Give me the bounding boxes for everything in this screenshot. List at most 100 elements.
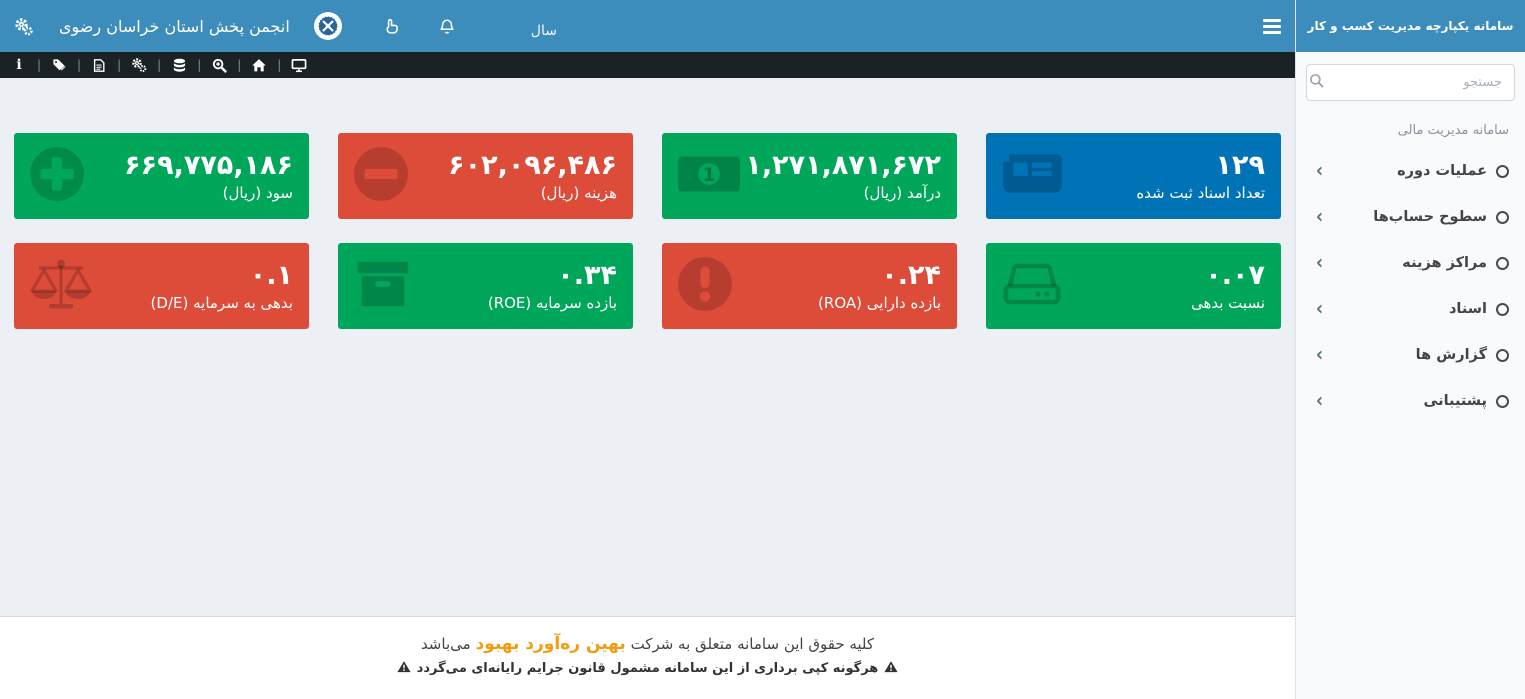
- sidebar-item-label: عملیات دوره: [1397, 163, 1487, 179]
- sidebar-item-label: سطوح حساب‌ها: [1373, 209, 1487, 225]
- stat-card-roa: ۰.۲۴ بازده دارایی (ROA): [662, 243, 957, 329]
- warning-text: هرگونه کپی برداری از این سامانه مشمول قا…: [416, 661, 879, 676]
- card-label: هزینه (ریال): [540, 184, 617, 203]
- cogs-icon[interactable]: [130, 56, 148, 74]
- warning-icon: [884, 660, 898, 677]
- home-icon[interactable]: [250, 56, 268, 74]
- organization-logo-icon: [313, 12, 342, 40]
- card-text: ۰.۲۴ بازده دارایی (ROA): [818, 260, 941, 312]
- archive-icon: [352, 257, 414, 315]
- toolbar-separator: |: [37, 58, 42, 72]
- page-footer: کلیه حقوق این سامانه متعلق به شرکت بهین …: [0, 616, 1295, 699]
- toolbar-separator: |: [117, 58, 122, 72]
- topbar-left-group: انجمن پخش استان خراسان رضوی: [14, 12, 557, 40]
- card-label: بازده سرمایه (ROE): [487, 294, 617, 313]
- card-value: ۰.۲۴: [881, 259, 941, 291]
- copyright-prefix: کلیه حقوق این سامانه متعلق به شرکت: [630, 635, 875, 653]
- sidebar-item-support[interactable]: پشتیبانی ›: [1296, 378, 1525, 424]
- chevron-icon: ›: [1316, 204, 1324, 229]
- topbar: انجمن پخش استان خراسان رضوی: [0, 0, 1295, 52]
- tags-icon[interactable]: [50, 56, 68, 74]
- card-value: ۰.۱: [249, 259, 293, 291]
- toolbar-separator: |: [157, 58, 162, 72]
- sidebar-item-period-operations[interactable]: عملیات دوره ›: [1296, 148, 1525, 194]
- company-name: بهین ره‌آورد بهبود: [475, 634, 626, 654]
- circle-o-icon: [1496, 394, 1509, 408]
- card-label: تعداد اسناد ثبت شده: [1136, 184, 1265, 203]
- sidebar-item-label: گزارش ها: [1415, 347, 1487, 363]
- stat-card-roe: ۰.۳۴ بازده سرمایه (ROE): [338, 243, 633, 329]
- copyright-line: کلیه حقوق این سامانه متعلق به شرکت بهین …: [0, 634, 1295, 654]
- sidebar-item-label: مراکز هزینه: [1402, 255, 1487, 271]
- newspaper-icon: [1000, 148, 1066, 204]
- chevron-icon: ›: [1316, 250, 1324, 275]
- card-value: ۰.۳۴: [557, 259, 617, 291]
- hand-pointer-icon[interactable]: [382, 18, 399, 35]
- minus-circle-icon: [352, 145, 410, 207]
- warning-icon: [397, 660, 411, 677]
- toolbar-separator: |: [277, 58, 282, 72]
- search-icon: [1309, 73, 1324, 92]
- card-value: ۶۰۲,۰۹۶,۴۸۶: [448, 149, 617, 181]
- chevron-icon: ›: [1316, 158, 1324, 183]
- card-text: ۰.۱ بدهی به سرمایه (D/E): [151, 260, 293, 312]
- sidebar-menu: عملیات دوره › سطوح حساب‌ها › مراکز هزینه…: [1296, 148, 1525, 424]
- stat-card-debt-ratio: ۰.۰۷ نسبت بدهی: [986, 243, 1281, 329]
- circle-o-icon: [1496, 348, 1509, 362]
- info-icon[interactable]: i: [10, 56, 28, 74]
- desktop-icon[interactable]: [290, 56, 308, 74]
- stat-card-profit: ۶۶۹,۷۷۵,۱۸۶ سود (ریال): [14, 133, 309, 219]
- card-text: ۶۶۹,۷۷۵,۱۸۶ سود (ریال): [124, 150, 293, 202]
- database-icon[interactable]: [170, 56, 188, 74]
- sidebar-item-reports[interactable]: گزارش ها ›: [1296, 332, 1525, 378]
- sidebar-item-label: اسناد: [1448, 301, 1487, 317]
- sidebar-item-account-levels[interactable]: سطوح حساب‌ها ›: [1296, 194, 1525, 240]
- card-label: نسبت بدهی: [1190, 294, 1265, 313]
- copyright-suffix: می‌باشد: [420, 635, 471, 653]
- sidebar-item-label: پشتیبانی: [1423, 393, 1487, 409]
- search-input[interactable]: [1332, 75, 1502, 90]
- bell-icon[interactable]: [439, 18, 455, 35]
- sidebar-item-cost-centers[interactable]: مراکز هزینه ›: [1296, 240, 1525, 286]
- toolbar-separator: |: [197, 58, 202, 72]
- circle-o-icon: [1496, 164, 1509, 178]
- cogs-icon[interactable]: [14, 17, 33, 36]
- money-bill-icon: 1: [676, 148, 742, 204]
- copy-warning-line: هرگونه کپی برداری از این سامانه مشمول قا…: [0, 660, 1295, 677]
- exclamation-circle-icon: [676, 255, 734, 317]
- card-text: ۶۰۲,۰۹۶,۴۸۶ هزینه (ریال): [448, 150, 617, 202]
- page-title: انجمن پخش استان خراسان رضوی: [59, 16, 290, 36]
- circle-o-icon: [1496, 302, 1509, 316]
- card-label: سود (ریال): [222, 184, 293, 203]
- stat-card-income: ۱,۲۷۱,۸۷۱,۶۷۲ درآمد (ریال) 1: [662, 133, 957, 219]
- toolbar-separator: |: [237, 58, 242, 72]
- stat-card-expense: ۶۰۲,۰۹۶,۴۸۶ هزینه (ریال): [338, 133, 633, 219]
- search-plus-icon[interactable]: [210, 56, 228, 74]
- card-text: ۱,۲۷۱,۸۷۱,۶۷۲ درآمد (ریال): [745, 150, 941, 202]
- card-text: ۰.۰۷ نسبت بدهی: [1191, 260, 1265, 312]
- sidebar-header-title: سامانه یکپارچه مدیریت کسب و کار: [1296, 0, 1525, 52]
- quick-toolbar: i | | |: [0, 52, 1295, 78]
- toolbar-separator: |: [77, 58, 82, 72]
- card-value: ۱,۲۷۱,۸۷۱,۶۷۲: [745, 149, 941, 181]
- chevron-icon: ›: [1316, 296, 1324, 321]
- circle-o-icon: [1496, 256, 1509, 270]
- card-value: ۱۲۹: [1215, 149, 1265, 181]
- sidebar-item-documents[interactable]: اسناد ›: [1296, 286, 1525, 332]
- hamburger-icon[interactable]: [1263, 18, 1281, 34]
- plus-circle-icon: [28, 145, 86, 207]
- sidebar-section-label: سامانه مدیریت مالی: [1397, 123, 1509, 138]
- circle-o-icon: [1496, 210, 1509, 224]
- chevron-icon: ›: [1316, 388, 1324, 413]
- card-label: بدهی به سرمایه (D/E): [150, 294, 293, 313]
- stat-card-documents: ۱۲۹ تعداد اسناد ثبت شده: [986, 133, 1281, 219]
- card-text: ۱۲۹ تعداد اسناد ثبت شده: [1136, 150, 1265, 202]
- dashboard-content: ۱۲۹ تعداد اسناد ثبت شده: [0, 78, 1295, 616]
- file-text-icon[interactable]: [90, 56, 108, 74]
- year-dropdown[interactable]: سال: [530, 23, 557, 39]
- chevron-icon: ›: [1316, 342, 1324, 367]
- balance-scale-icon: [28, 256, 94, 316]
- sidebar-search-box: [1306, 64, 1515, 101]
- card-value: ۰.۰۷: [1205, 259, 1265, 291]
